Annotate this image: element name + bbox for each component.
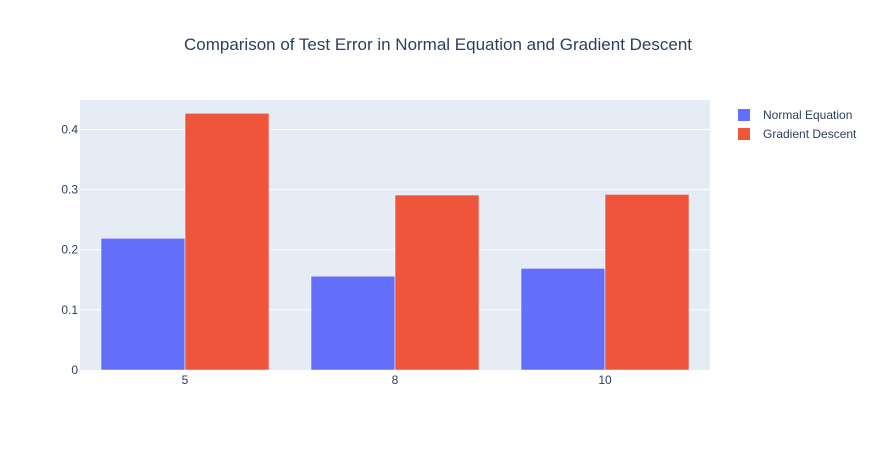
y-tick-label: 0: [71, 363, 78, 377]
bar-gradient-descent-8[interactable]: [394, 194, 480, 371]
x-axis: 5 8 10: [182, 373, 612, 387]
legend-item[interactable]: Gradient Descent: [738, 127, 857, 141]
bar-gradient-descent-5[interactable]: [184, 112, 270, 371]
legend-label: Normal Equation: [763, 108, 852, 122]
y-tick-label: 0.3: [61, 183, 78, 197]
bar-normal-equation-5[interactable]: [100, 238, 186, 371]
y-axis: 0 0.1 0.2 0.3 0.4: [61, 122, 78, 377]
legend-label: Gradient Descent: [763, 127, 857, 141]
legend-swatch: [738, 109, 750, 121]
x-tick-label: 5: [182, 373, 189, 387]
y-tick-label: 0.2: [61, 243, 78, 257]
x-tick-label: 8: [392, 373, 399, 387]
bars: [100, 112, 690, 371]
y-tick-label: 0.4: [61, 122, 78, 136]
chart-title: Comparison of Test Error in Normal Equat…: [184, 35, 692, 54]
y-tick-label: 0.1: [61, 303, 78, 317]
legend[interactable]: Normal Equation Gradient Descent: [738, 108, 857, 141]
bar-normal-equation-10[interactable]: [520, 268, 606, 371]
legend-item[interactable]: Normal Equation: [738, 108, 852, 122]
legend-swatch: [738, 128, 750, 140]
bar-gradient-descent-10[interactable]: [604, 194, 690, 371]
x-tick-label: 10: [598, 373, 612, 387]
bar-normal-equation-8[interactable]: [310, 275, 396, 371]
